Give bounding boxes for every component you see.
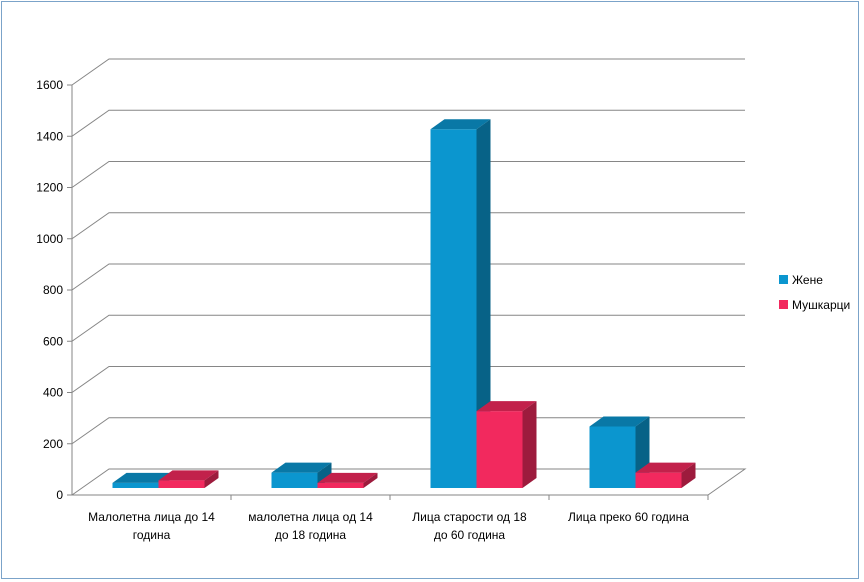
bar-front xyxy=(589,426,636,488)
gridline xyxy=(71,109,745,137)
y-tick-label: 1400 xyxy=(36,129,63,143)
y-tick-label: 0 xyxy=(56,488,63,502)
gridline xyxy=(71,263,745,291)
bar-top xyxy=(317,472,378,483)
bar-top xyxy=(430,119,491,130)
gridline xyxy=(71,314,745,342)
bar-top xyxy=(271,462,332,473)
gridline xyxy=(71,212,745,240)
y-tick-label: 1600 xyxy=(36,78,63,92)
axis-layer: 0 200 400 600 800 1000 1200 1400 1600 xyxy=(36,78,709,502)
bar-mushkarci xyxy=(317,472,378,488)
y-tick-label: 1000 xyxy=(36,232,63,246)
bar-mushkarci xyxy=(158,470,219,488)
legend: Жене Мушкарци xyxy=(779,273,850,312)
grid-layer xyxy=(71,58,747,496)
gridline xyxy=(71,58,745,86)
bar-front xyxy=(158,480,205,488)
bar-top xyxy=(476,401,537,412)
bar-top xyxy=(589,416,650,427)
bar-side xyxy=(363,472,378,488)
category-labels: Малолетна лица до 14 година малолетна лица… xyxy=(88,510,689,542)
bar-zhene xyxy=(430,119,491,488)
y-tick-label: 600 xyxy=(43,334,63,348)
bar-zhene xyxy=(589,416,650,488)
bar-top xyxy=(158,470,219,481)
y-tick-label: 1200 xyxy=(36,181,63,195)
y-tick-label: 800 xyxy=(43,283,63,297)
x-category-label: малолетна лица од 14 до 18 година xyxy=(248,510,373,542)
x-category-label-line: Лица старости од 18 xyxy=(412,510,527,524)
legend-label: Жене xyxy=(792,273,823,287)
bar-front xyxy=(635,472,682,488)
bar-front xyxy=(271,472,318,488)
bar-front xyxy=(317,482,364,488)
y-tick-label: 200 xyxy=(43,437,63,451)
y-tick-label: 400 xyxy=(43,386,63,400)
legend-swatch xyxy=(779,300,788,309)
x-category-label: Лица старости од 18 до 60 година xyxy=(412,510,527,542)
bar-mushkarci xyxy=(635,462,696,488)
gridline xyxy=(71,366,745,393)
x-category-label-line: година xyxy=(133,528,171,542)
x-category-label-line: Малолетна лица до 14 xyxy=(88,510,215,524)
bar-mushkarci xyxy=(476,401,537,488)
bar-side xyxy=(522,401,537,488)
gridline xyxy=(71,161,745,188)
bar-front xyxy=(112,482,159,488)
legend-label: Мушкарци xyxy=(792,298,850,312)
floor-line xyxy=(71,468,747,496)
bar-top xyxy=(112,472,173,483)
legend-swatch xyxy=(779,275,788,284)
x-category-label-line: до 18 година xyxy=(275,528,347,542)
x-category-label-line: малолетна лица од 14 xyxy=(248,510,373,524)
bar-side xyxy=(681,462,696,488)
x-category-label-line: Лица преко 60 година xyxy=(568,510,689,524)
bar-side xyxy=(204,470,219,488)
x-category-label: Лица преко 60 година xyxy=(568,510,689,524)
x-category-label-line: до 60 година xyxy=(434,528,506,542)
bar-front xyxy=(430,129,477,488)
bars-layer xyxy=(112,119,696,488)
bar-front xyxy=(476,411,523,488)
bar-side xyxy=(476,119,491,488)
bar-top xyxy=(635,462,696,473)
x-category-label: Малолетна лица до 14 година xyxy=(88,510,215,542)
